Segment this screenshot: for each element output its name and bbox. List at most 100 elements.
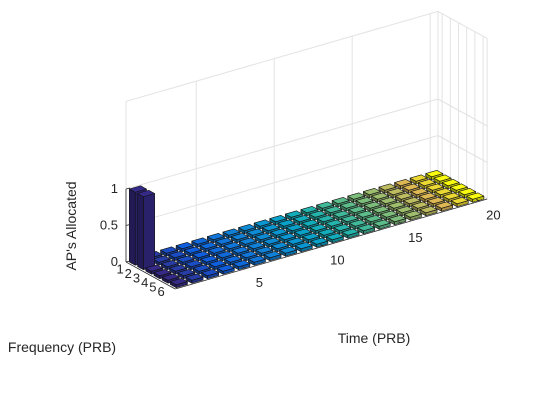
bar-top-face [372,219,391,227]
bar-top-face [316,201,334,209]
bar-top-face [442,192,461,200]
bar-top-face [466,192,485,200]
bar-top-face [394,179,412,187]
bar-top-face [191,237,210,245]
bar-top-face [433,174,452,182]
bar-top-face [450,197,469,205]
x-tick-mark [476,198,480,202]
z-tick-label: 0 [111,254,118,269]
bar-top-face [317,228,336,236]
bar [325,219,343,230]
bar-top-face [340,201,358,209]
bar-top-face [395,192,413,200]
bar [372,206,390,217]
bar [310,237,329,248]
x-tick-mark [398,221,402,225]
bar-top-face [363,188,381,196]
bar-top-face [255,246,274,254]
bar [248,255,266,266]
grid-line [125,135,439,226]
bar [279,246,297,257]
bar-top-face [372,206,390,214]
bar-top-face [170,278,188,286]
bar [404,210,422,221]
y-tick-label: 4 [141,275,148,290]
bar [170,278,188,289]
bar-top-face [222,228,241,236]
wall-edge [125,10,439,102]
bar-top-face [302,233,320,241]
y-tick-label: 3 [133,270,140,285]
bar-top-face [301,219,320,227]
bar [450,197,469,208]
bar [137,189,155,271]
bar-top-face [379,197,398,205]
grid-line [125,98,439,190]
bar-top-face [371,192,389,200]
bar [388,215,407,226]
bar-top-face [129,185,147,193]
bar [395,206,414,217]
x-axis-label: Time (PRB) [338,330,411,346]
bar [160,246,178,257]
z-tick-mark [125,260,131,263]
bar-top-face [326,233,344,241]
bar [435,201,453,212]
bar-top-face [357,224,375,232]
bar-top-face [402,183,421,191]
axes [125,187,488,290]
y-tick-label: 5 [149,279,156,294]
bar-top-face [356,210,375,218]
z-tick-label: 0.5 [100,218,118,233]
bar-top-face [325,219,343,227]
bar-side-face [129,188,136,266]
bar-top-face [238,224,256,232]
bar-top-face [168,251,187,259]
bar [363,201,382,212]
bar-top-face [340,215,359,223]
bar [427,197,445,208]
bar-top-face [395,206,414,214]
bar-top-face [253,219,272,227]
bar-top-face [176,255,195,263]
bar-top-face [270,228,288,236]
bar-top-face [348,206,366,214]
bar-top-face [279,246,297,254]
bar-top-face [184,260,203,268]
bar-top-face [441,179,460,187]
bar-top-face [248,255,266,263]
x-tick-label: 10 [330,252,344,267]
bar-top-face [153,269,172,277]
bar [341,228,360,239]
bar [363,188,381,199]
bar-top-face [285,210,303,218]
bar-top-face [349,219,367,227]
bar [253,219,272,230]
bar [207,233,225,244]
bar-top-face [317,215,335,223]
bar [466,192,485,203]
bar-top-face [387,201,406,209]
bar-top-face [184,246,202,254]
x-axis-line [175,198,488,290]
bar-top-face [364,215,383,223]
y-axis-line [125,261,176,290]
bar [191,237,210,248]
bar-top-face [271,242,289,250]
z-tick-mark [125,187,131,190]
bar-top-face [285,224,304,232]
bar [379,197,398,208]
bar-top-face [409,174,428,182]
bar-side-face [137,193,144,271]
bar-top-face [216,264,235,272]
bar-top-face [207,233,225,241]
bar-top-face [161,273,180,281]
z-tick-label: 1 [111,181,118,196]
bar-top-face [331,197,350,205]
bar-top-face [177,269,196,277]
bar-top-face [355,197,374,205]
bar-front-face [143,193,155,271]
bar-top-face [341,228,360,236]
bar-top-face [450,183,468,191]
